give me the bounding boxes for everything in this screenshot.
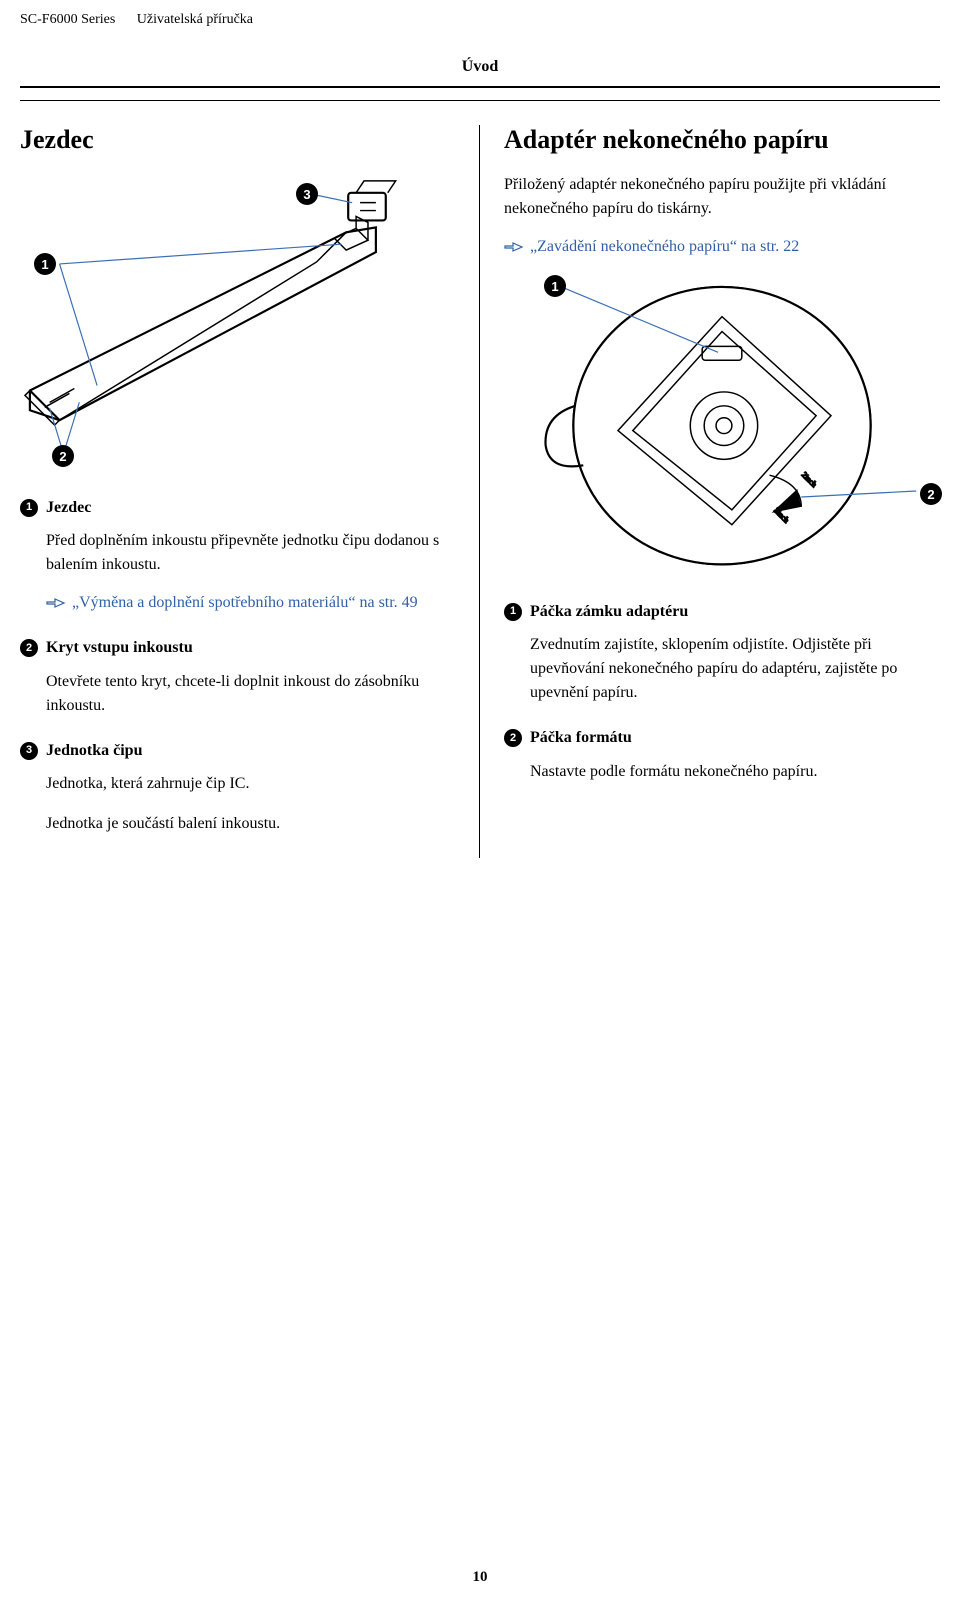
callout-3: 3	[296, 183, 318, 205]
chapter-title: Úvod	[0, 58, 960, 86]
adapter-diagram: 2inch 3inch	[504, 277, 940, 574]
right-item-1-body: Zvednutím zajistíte, sklopením odjistíte…	[530, 633, 940, 705]
left-item-3-title: Jednotka čipu	[46, 740, 142, 762]
left-item-2: 2 Kryt vstupu inkoustu Otevřete tento kr…	[20, 637, 455, 717]
right-item-1: 1 Páčka zámku adaptéru Zvednutím zajistí…	[504, 601, 940, 705]
left-item-1-link-text: „Výměna a doplnění spotřebního materiálu…	[72, 591, 418, 615]
num-badge: 3	[20, 742, 38, 760]
left-item-1-link[interactable]: „Výměna a doplnění spotřebního materiálu…	[46, 591, 455, 615]
left-item-2-body: Otevřete tento kryt, chcete-li doplnit i…	[46, 670, 455, 718]
num-badge: 1	[20, 499, 38, 517]
divider-thick	[20, 86, 940, 88]
figure-jezdec: 1 3 2	[20, 173, 455, 473]
num-badge: 2	[20, 639, 38, 657]
right-item-1-head: 1 Páčka zámku adaptéru	[504, 601, 940, 623]
right-intro: Přiložený adaptér nekonečného papíru pou…	[504, 173, 940, 221]
hand-pointer-icon	[504, 238, 524, 252]
left-section-title: Jezdec	[20, 125, 455, 155]
right-item-2-body: Nastavte podle formátu nekonečného papír…	[530, 760, 940, 784]
left-item-3: 3 Jednotka čipu Jednotka, která zahrnuje…	[20, 740, 455, 836]
hand-pointer-icon	[46, 594, 66, 608]
left-column: Jezdec	[20, 125, 480, 858]
callout-2: 2	[52, 445, 74, 467]
left-item-2-title: Kryt vstupu inkoustu	[46, 637, 193, 659]
jezdec-diagram	[20, 173, 455, 470]
callout-2: 2	[920, 483, 942, 505]
left-item-1: 1 Jezdec Před doplněním inkoustu připevn…	[20, 497, 455, 615]
series-label: SC-F6000 Series	[20, 12, 115, 28]
left-item-2-head: 2 Kryt vstupu inkoustu	[20, 637, 455, 659]
left-item-3-head: 3 Jednotka čipu	[20, 740, 455, 762]
right-item-2-head: 2 Páčka formátu	[504, 727, 940, 749]
left-item-1-body: Před doplněním inkoustu připevněte jedno…	[46, 529, 455, 577]
divider-thin	[20, 100, 940, 101]
left-item-3-body: Jednotka, která zahrnuje čip IC.	[46, 772, 455, 796]
right-section-title: Adaptér nekonečného papíru	[504, 125, 940, 155]
right-item-1-title: Páčka zámku adaptéru	[530, 601, 688, 623]
doc-title: Uživatelská příručka	[137, 12, 253, 27]
right-intro-link-text: „Zavádění nekonečného papíru“ na str. 22	[530, 235, 799, 259]
num-badge: 1	[504, 603, 522, 621]
right-item-2-title: Páčka formátu	[530, 727, 632, 749]
callout-1: 1	[34, 253, 56, 275]
left-item-3-body2: Jednotka je součástí balení inkoustu.	[46, 812, 455, 836]
callout-1: 1	[544, 275, 566, 297]
right-column: Adaptér nekonečného papíru Přiložený ada…	[480, 125, 940, 858]
figure-adapter: 2inch 3inch 1 2	[504, 277, 940, 577]
left-item-1-title: Jezdec	[46, 497, 91, 519]
right-intro-link[interactable]: „Zavádění nekonečného papíru“ na str. 22	[504, 235, 940, 259]
left-item-1-head: 1 Jezdec	[20, 497, 455, 519]
content-columns: Jezdec	[0, 125, 960, 858]
num-badge: 2	[504, 729, 522, 747]
page-header: SC-F6000 Series Uživatelská příručka	[0, 0, 960, 28]
right-item-2: 2 Páčka formátu Nastavte podle formátu n…	[504, 727, 940, 783]
page-number: 10	[0, 1569, 960, 1586]
